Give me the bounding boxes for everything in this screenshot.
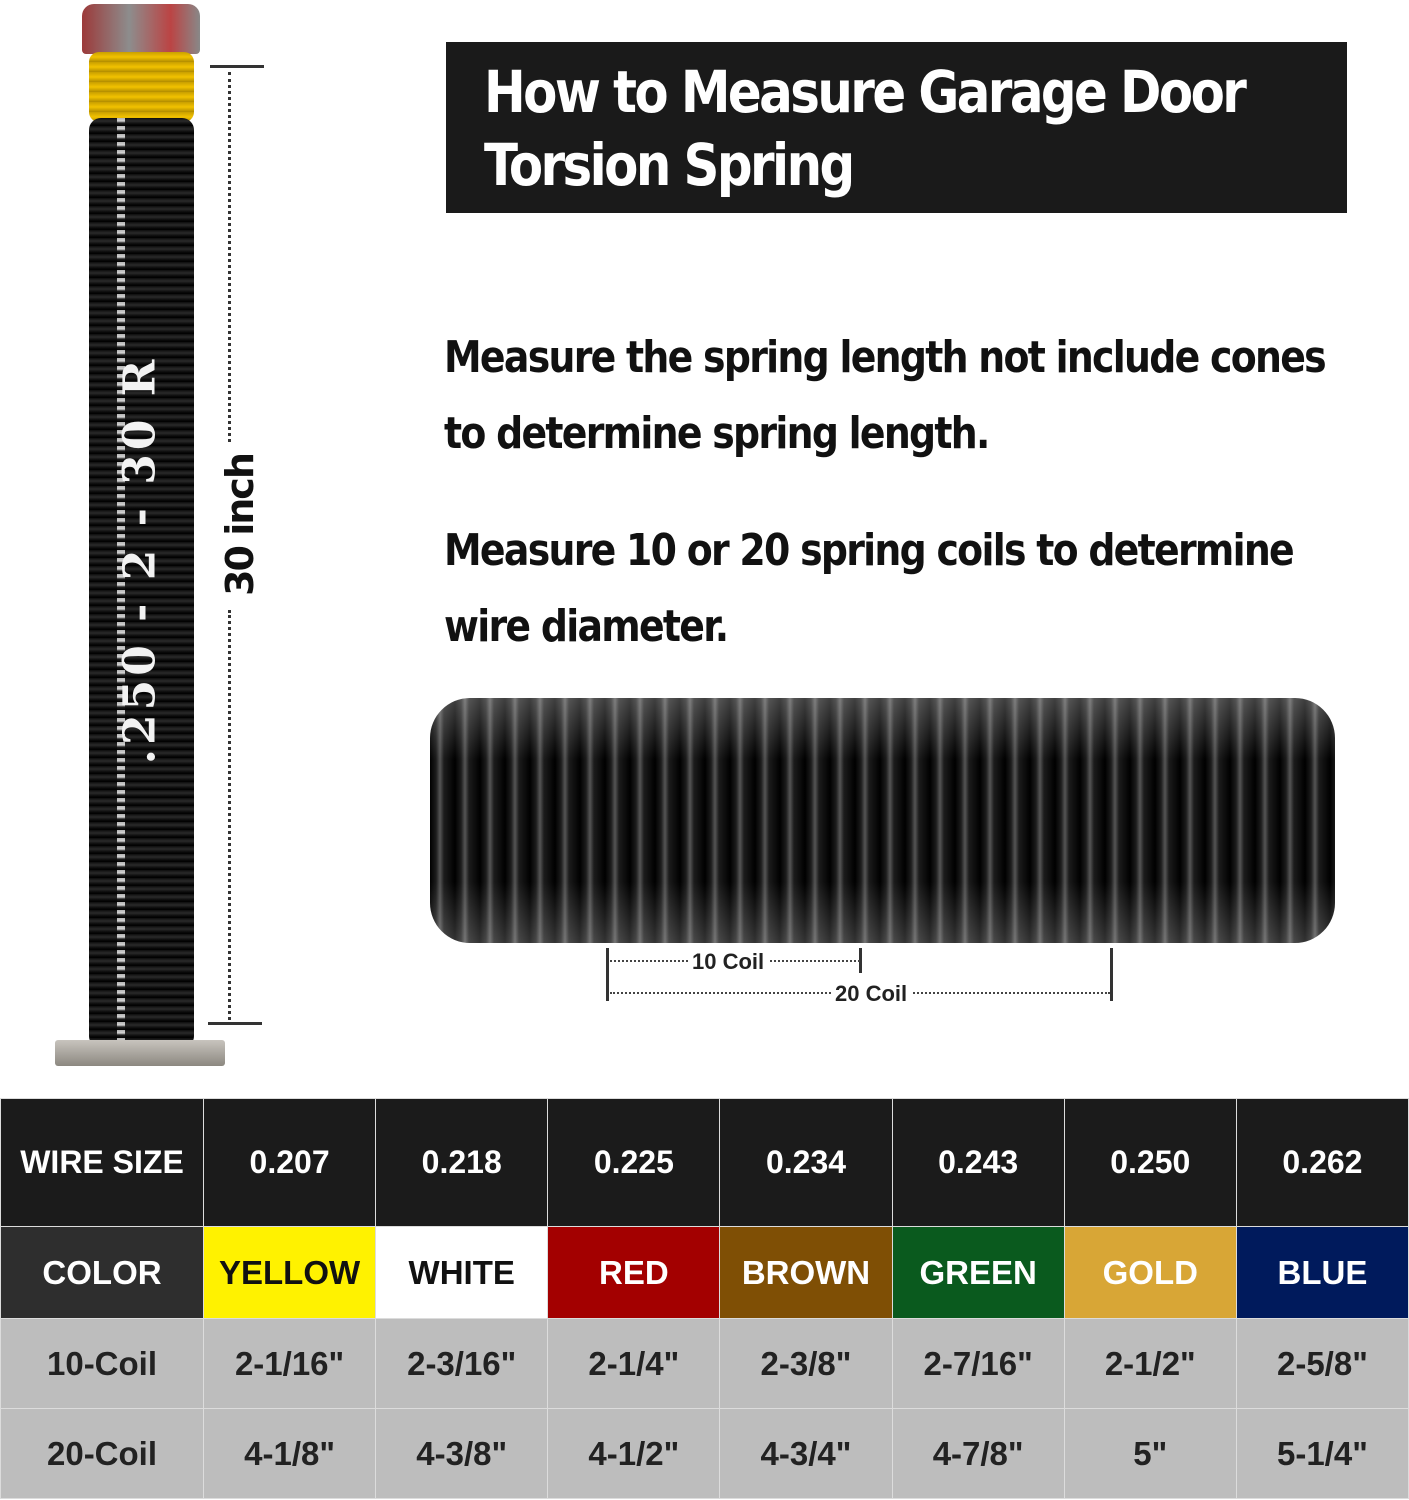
length-label: 30 inch — [218, 454, 262, 596]
color-cell: GREEN — [891, 1226, 1065, 1319]
instruction-length-line-2: to determine spring length. — [444, 408, 990, 459]
row-header: WIRE SIZE — [0, 1098, 204, 1227]
ten-coil-cell: 2-3/16" — [375, 1318, 549, 1409]
twenty-coil-cell: 5" — [1063, 1408, 1237, 1499]
ten-coil-label: 10 Coil — [688, 949, 769, 975]
wire-size-cell: 0.262 — [1235, 1098, 1409, 1227]
instruction-wire: Measure 10 or 20 spring coils to determi… — [444, 513, 1295, 665]
wire-size-cell: 0.218 — [375, 1098, 549, 1227]
wire-size-cell: 0.234 — [719, 1098, 893, 1227]
length-dotted-line-bottom — [228, 610, 231, 1020]
row-header: COLOR — [0, 1226, 204, 1319]
ten-coil-end-marker — [859, 948, 862, 973]
color-cell: WHITE — [375, 1226, 549, 1319]
title-banner: How to Measure Garage Door Torsion Sprin… — [446, 42, 1347, 213]
ten-coil-cell: 2-1/2" — [1063, 1318, 1237, 1409]
color-row: COLOR YELLOW WHITE RED BROWN GREEN GOLD … — [0, 1226, 1409, 1319]
spring-spec-table: WIRE SIZE 0.207 0.218 0.225 0.234 0.243 … — [0, 1098, 1409, 1499]
ten-coil-cell: 2-7/16" — [891, 1318, 1065, 1409]
color-cell: GOLD — [1063, 1226, 1237, 1319]
wire-size-cell: 0.225 — [547, 1098, 721, 1227]
yellow-coil-section — [89, 52, 194, 122]
wire-size-cell: 0.207 — [202, 1098, 377, 1227]
instruction-wire-line-2: wire diameter. — [444, 601, 729, 652]
twenty-coil-cell: 4-1/8" — [202, 1408, 377, 1499]
page-title: How to Measure Garage Door Torsion Sprin… — [484, 56, 1247, 202]
spring-coils — [430, 698, 1335, 943]
spring-marking: .250 - 2 - 30 R — [114, 355, 166, 765]
spring-closeup-image — [430, 698, 1335, 943]
length-dotted-line-top — [228, 72, 231, 442]
twenty-coil-row: 20-Coil 4-1/8" 4-3/8" 4-1/2" 4-3/4" 4-7/… — [0, 1408, 1409, 1499]
instruction-length: Measure the spring length not include co… — [444, 320, 1327, 472]
color-cell: BLUE — [1235, 1226, 1409, 1319]
ten-coil-cell: 2-3/8" — [719, 1318, 893, 1409]
length-bottom-tick — [208, 1022, 262, 1025]
ten-coil-cell: 2-1/4" — [547, 1318, 721, 1409]
wire-size-row: WIRE SIZE 0.207 0.218 0.225 0.234 0.243 … — [0, 1098, 1409, 1227]
winding-cone — [82, 4, 200, 54]
color-cell: BROWN — [719, 1226, 893, 1319]
row-header: 20-Coil — [0, 1408, 204, 1499]
title-line-2: Torsion Spring — [484, 131, 855, 199]
ten-coil-row: 10-Coil 2-1/16" 2-3/16" 2-1/4" 2-3/8" 2-… — [0, 1318, 1409, 1409]
twenty-coil-cell: 4-1/2" — [547, 1408, 721, 1499]
row-header: 10-Coil — [0, 1318, 204, 1409]
spring-highlight — [430, 698, 1335, 943]
title-line-1: How to Measure Garage Door — [484, 58, 1247, 126]
wire-size-cell: 0.243 — [891, 1098, 1065, 1227]
twenty-coil-cell: 4-3/4" — [719, 1408, 893, 1499]
coil-start-marker — [606, 948, 609, 1001]
color-cell: RED — [547, 1226, 721, 1319]
instruction-length-line-1: Measure the spring length not include co… — [444, 332, 1327, 383]
stationary-cone-plate — [55, 1040, 225, 1066]
wire-size-cell: 0.250 — [1063, 1098, 1237, 1227]
twenty-coil-cell: 4-3/8" — [375, 1408, 549, 1499]
twenty-coil-label: 20 Coil — [831, 981, 912, 1007]
color-cell: YELLOW — [202, 1226, 377, 1319]
twenty-coil-cell: 5-1/4" — [1235, 1408, 1409, 1499]
ten-coil-cell: 2-5/8" — [1235, 1318, 1409, 1409]
length-top-tick — [210, 65, 264, 68]
torsion-spring-image — [89, 118, 194, 1048]
ten-coil-cell: 2-1/16" — [202, 1318, 377, 1409]
twenty-coil-cell: 4-7/8" — [891, 1408, 1065, 1499]
instruction-wire-line-1: Measure 10 or 20 spring coils to determi… — [444, 525, 1295, 576]
twenty-coil-end-marker — [1110, 948, 1113, 1001]
